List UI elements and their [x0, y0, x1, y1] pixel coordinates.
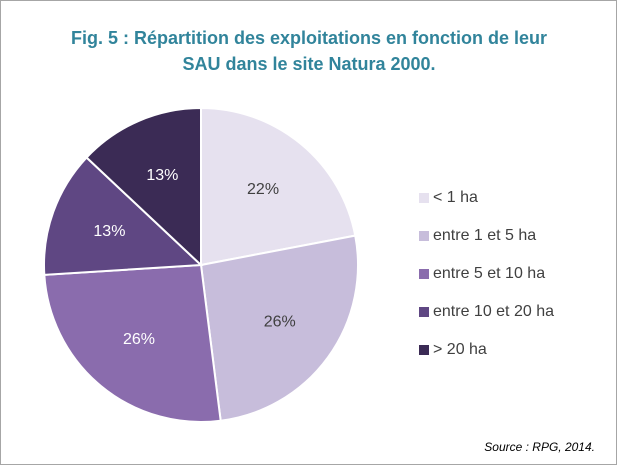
legend-label: entre 5 et 10 ha — [433, 265, 545, 282]
pie-slice — [200, 106, 357, 267]
legend-swatch — [419, 307, 429, 317]
pie-slice — [43, 156, 204, 276]
legend-swatch — [419, 269, 429, 279]
slice-label: 26% — [264, 313, 296, 330]
slice-label: 26% — [123, 331, 155, 348]
pie-slice — [199, 234, 359, 422]
legend-swatch — [419, 193, 429, 203]
legend-label: < 1 ha — [433, 189, 478, 206]
slice-label: 13% — [146, 167, 178, 184]
chart-title: SAU dans le site Natura 2000. — [182, 54, 435, 74]
legend-swatch — [419, 231, 429, 241]
pie-slice — [43, 263, 222, 423]
legend-label: entre 1 et 5 ha — [433, 227, 536, 244]
slice-label: 13% — [93, 223, 125, 240]
legend-label: > 20 ha — [433, 341, 487, 358]
slice-label: 22% — [247, 181, 279, 198]
legend-swatch — [419, 345, 429, 355]
legend-label: entre 10 et 20 ha — [433, 303, 554, 320]
pie-slice — [85, 106, 202, 268]
chart-title: Fig. 5 : Répartition des exploitations e… — [71, 28, 547, 48]
source-note: Source : RPG, 2014. — [484, 440, 595, 454]
